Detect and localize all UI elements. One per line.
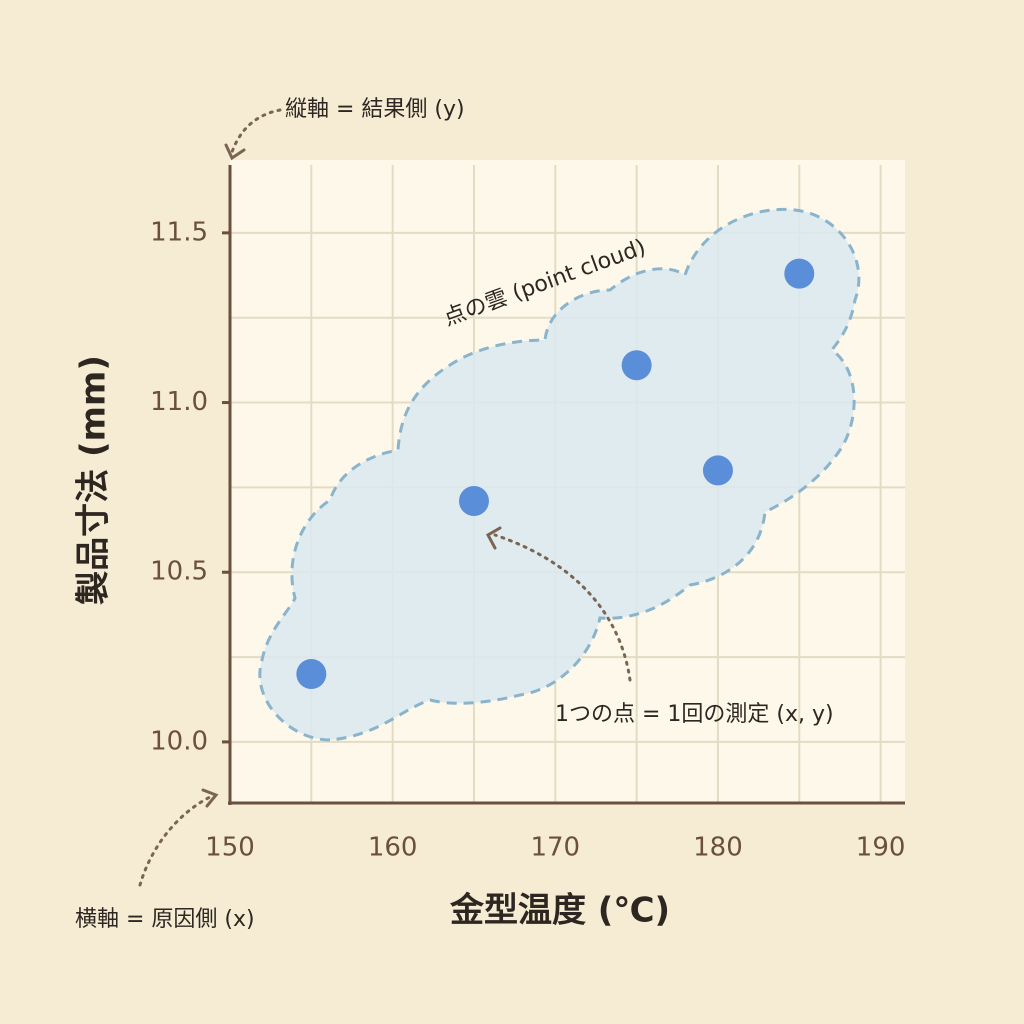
point — [702, 455, 733, 486]
x-axis-label: 金型温度 (℃) — [449, 891, 670, 931]
point — [784, 258, 815, 289]
y-tick-label: 11.0 — [150, 387, 208, 417]
point — [621, 350, 652, 381]
arrow — [230, 108, 282, 154]
x-tick-label: 160 — [368, 833, 418, 863]
arrow — [138, 795, 212, 887]
y-tick-label: 10.0 — [150, 726, 208, 756]
x-axis-note: 横軸 = 原因側 (x) — [75, 907, 255, 932]
marks — [296, 258, 815, 690]
arrow-head — [224, 143, 246, 161]
x-tick-label: 190 — [856, 833, 906, 863]
y-tick-label: 11.5 — [150, 217, 208, 247]
x-tick-label: 180 — [693, 833, 743, 863]
y-tick-label: 10.5 — [150, 557, 208, 587]
point-note: 1つの点 = 1回の測定 (x, y) — [555, 702, 834, 727]
y-axis-label: 製品寸法 (mm) — [74, 355, 114, 605]
point — [296, 659, 327, 690]
x-tick-label: 150 — [205, 833, 255, 863]
arrow-head — [201, 788, 219, 808]
y-axis-note: 縦軸 = 結果側 (y) — [285, 97, 465, 122]
arrow-head — [485, 526, 502, 550]
point — [458, 485, 489, 516]
x-tick-label: 170 — [530, 833, 580, 863]
point-cloud — [258, 207, 861, 742]
arrow — [493, 533, 632, 682]
